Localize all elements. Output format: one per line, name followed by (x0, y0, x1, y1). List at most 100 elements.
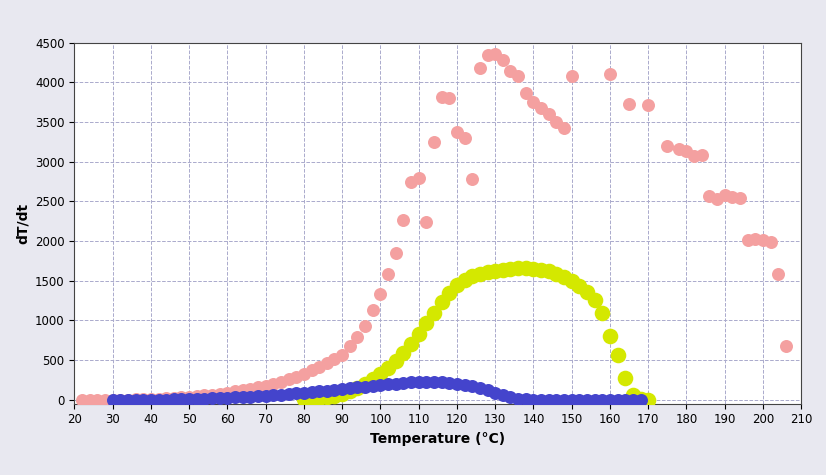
T1 dT/dt (229, 388, 242, 395)
T4 dT/dt (405, 378, 418, 386)
T4 dT/dt (297, 389, 311, 397)
T1 dT/dt (672, 145, 686, 153)
T1 dT/dt (396, 217, 410, 224)
T1 dT/dt (565, 72, 578, 80)
T2 dT/dt (481, 268, 494, 276)
T1 dT/dt (136, 395, 150, 403)
T2 dT/dt (488, 267, 501, 275)
T1 dT/dt (733, 194, 747, 202)
T1 dT/dt (251, 383, 264, 391)
T2 dT/dt (366, 375, 379, 383)
T4 dT/dt (221, 394, 234, 401)
T1 dT/dt (312, 363, 325, 371)
T4 dT/dt (374, 381, 387, 389)
T1 dT/dt (290, 373, 303, 380)
T1 dT/dt (481, 52, 494, 59)
T4 dT/dt (328, 386, 341, 394)
T4 dT/dt (244, 393, 257, 400)
T4 dT/dt (572, 396, 586, 404)
T4 dT/dt (267, 391, 280, 399)
T4 dT/dt (534, 396, 548, 403)
Y-axis label: dT/dt: dT/dt (16, 203, 30, 244)
T2 dT/dt (443, 289, 456, 296)
T4 dT/dt (581, 396, 594, 404)
T1 dT/dt (473, 64, 487, 72)
T1 dT/dt (236, 387, 249, 394)
T1 dT/dt (420, 218, 433, 226)
T4 dT/dt (504, 393, 517, 401)
T4 dT/dt (290, 390, 303, 397)
T4 dT/dt (588, 396, 601, 404)
T1 dT/dt (550, 118, 563, 126)
T1 dT/dt (726, 193, 739, 200)
T4 dT/dt (458, 381, 471, 389)
T2 dT/dt (412, 330, 425, 338)
T4 dT/dt (136, 396, 150, 404)
T1 dT/dt (358, 322, 372, 330)
T4 dT/dt (619, 396, 632, 404)
T4 dT/dt (435, 379, 449, 386)
T1 dT/dt (83, 396, 97, 404)
T4 dT/dt (611, 396, 624, 404)
T1 dT/dt (443, 95, 456, 102)
T4 dT/dt (596, 396, 609, 404)
T2 dT/dt (435, 298, 449, 306)
T1 dT/dt (183, 393, 196, 400)
T1 dT/dt (175, 394, 188, 401)
T1 dT/dt (145, 395, 158, 403)
T1 dT/dt (328, 355, 341, 363)
T4 dT/dt (366, 382, 379, 390)
T1 dT/dt (274, 378, 287, 385)
T2 dT/dt (572, 282, 586, 289)
T2 dT/dt (405, 341, 418, 348)
T4 dT/dt (159, 396, 173, 403)
T1 dT/dt (661, 142, 674, 150)
T2 dT/dt (374, 370, 387, 378)
T2 dT/dt (527, 265, 540, 273)
T2 dT/dt (611, 352, 624, 359)
T2 dT/dt (504, 265, 517, 273)
T1 dT/dt (542, 110, 555, 118)
T1 dT/dt (558, 124, 571, 132)
T1 dT/dt (718, 191, 731, 199)
T4 dT/dt (396, 379, 410, 387)
T1 dT/dt (757, 237, 770, 244)
T4 dT/dt (389, 380, 402, 387)
T1 dT/dt (695, 152, 709, 159)
T2 dT/dt (642, 396, 655, 404)
T2 dT/dt (520, 264, 533, 272)
T4 dT/dt (129, 396, 142, 404)
T1 dT/dt (244, 385, 257, 392)
T4 dT/dt (542, 396, 555, 404)
T1 dT/dt (305, 367, 318, 374)
T1 dT/dt (741, 236, 754, 243)
T1 dT/dt (496, 57, 510, 64)
T1 dT/dt (129, 396, 142, 403)
T1 dT/dt (267, 380, 280, 387)
T1 dT/dt (466, 175, 479, 183)
T4 dT/dt (565, 396, 578, 404)
T4 dT/dt (229, 394, 242, 401)
T4 dT/dt (213, 394, 226, 402)
T2 dT/dt (542, 267, 555, 275)
T4 dT/dt (183, 395, 196, 403)
T1 dT/dt (382, 271, 395, 278)
T1 dT/dt (366, 306, 379, 314)
T1 dT/dt (771, 270, 785, 277)
T1 dT/dt (603, 71, 616, 78)
X-axis label: Temperature (°C): Temperature (°C) (370, 432, 506, 446)
T2 dT/dt (320, 394, 334, 401)
T1 dT/dt (167, 394, 180, 401)
T1 dT/dt (206, 391, 219, 399)
T4 dT/dt (121, 396, 135, 404)
T4 dT/dt (190, 395, 203, 403)
T4 dT/dt (343, 384, 356, 392)
T4 dT/dt (358, 383, 372, 390)
T1 dT/dt (259, 382, 273, 390)
T4 dT/dt (335, 385, 349, 393)
T4 dT/dt (527, 396, 540, 403)
T1 dT/dt (450, 128, 463, 135)
T4 dT/dt (603, 396, 616, 404)
T1 dT/dt (98, 396, 112, 404)
T1 dT/dt (114, 396, 127, 403)
